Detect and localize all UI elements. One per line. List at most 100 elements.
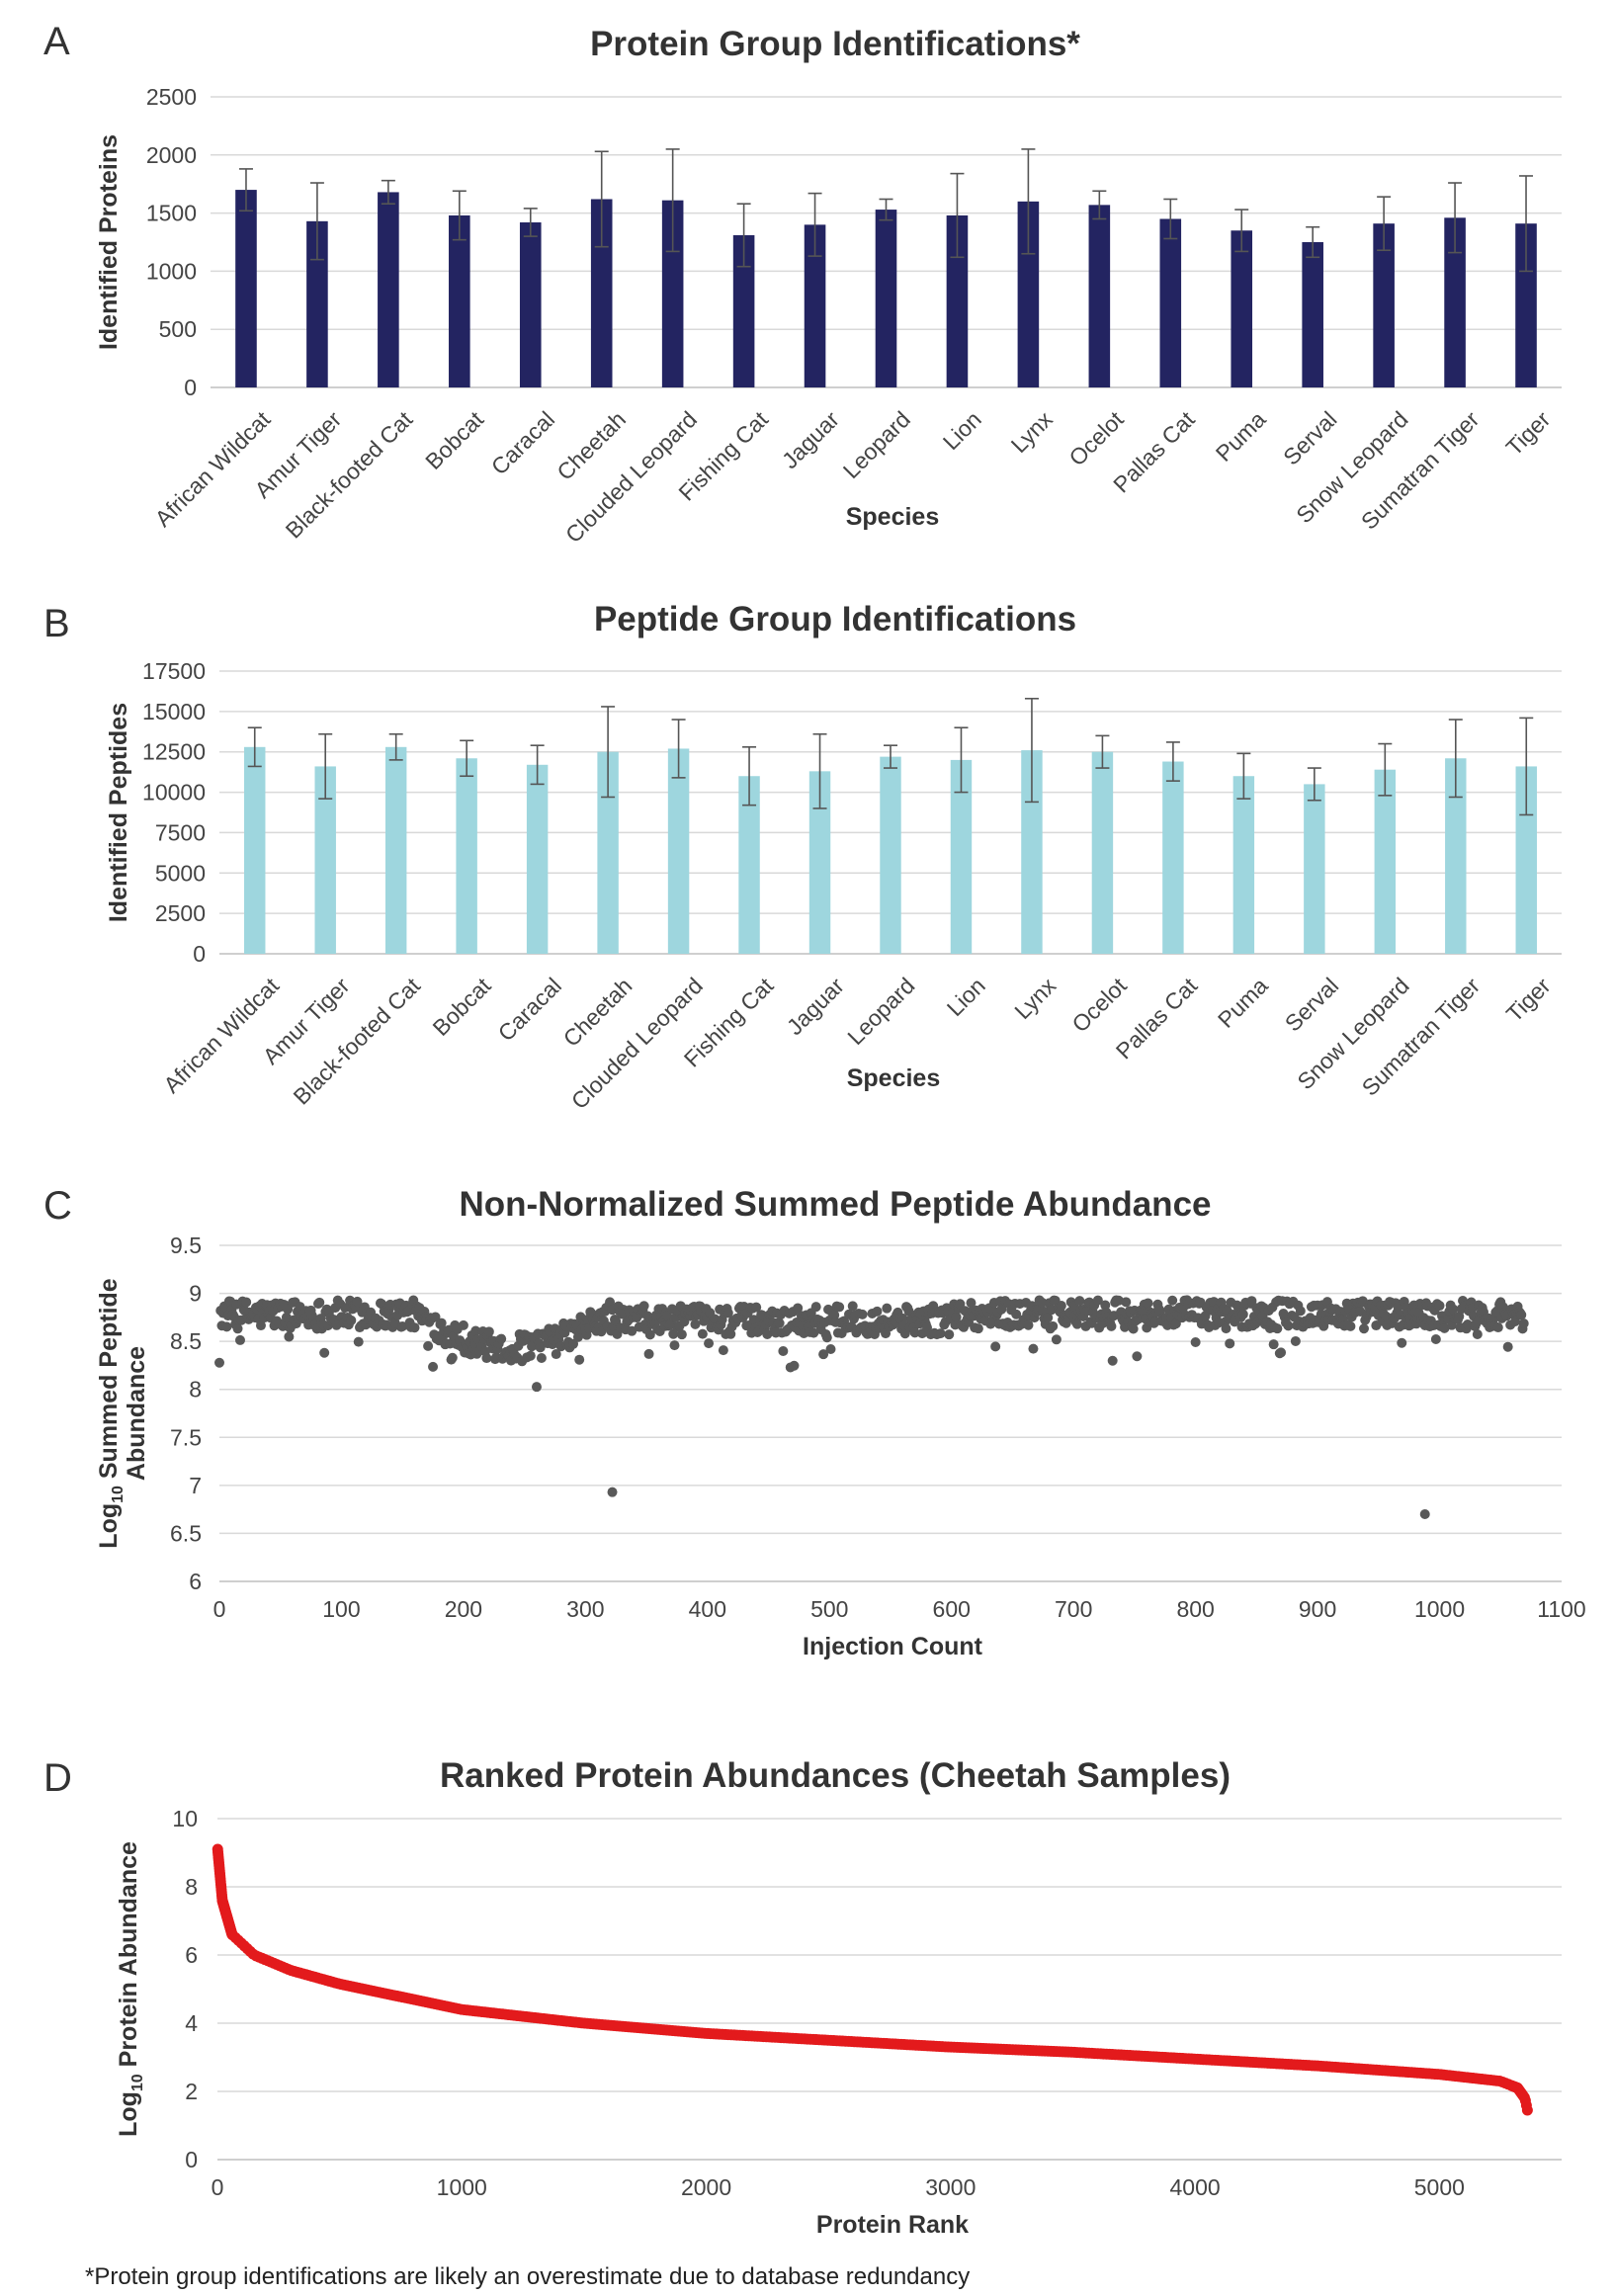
data-point [1434,1301,1445,1312]
data-point [428,1361,439,1372]
x-tick-label: African Wildcat [150,406,276,532]
data-point [762,1328,773,1339]
x-tick-label: Jaguar [777,406,844,473]
data-point [1106,1320,1117,1331]
data-point [669,1340,680,1351]
x-tick-label: Tiger [1501,406,1556,461]
y-tick-label: 9.5 [170,1233,202,1258]
data-point [1430,1334,1441,1345]
bar [456,758,477,954]
data-point [536,1352,547,1363]
data-point [1200,1311,1211,1321]
panel-letter: D [43,1756,72,1800]
bar [808,771,831,954]
peptide-chart: Peptide Group Identifications 0 2500 5000 75… [105,600,1562,1114]
y-tick-label: 2500 [146,84,197,110]
data-point [935,1328,946,1339]
data-point [882,1303,892,1314]
bar [1021,750,1043,954]
data-point [1246,1296,1257,1307]
y-tick-label: 0 [193,941,206,967]
x-tick-label: 500 [810,1596,848,1622]
data-point [725,1328,736,1339]
data-point [605,1297,616,1308]
data-point [1283,1320,1294,1331]
x-tick-label: Lion [938,406,986,455]
y-tick-label: 8 [185,1874,198,1900]
abundance-scatter: Non-Normalized Summed Peptide Abundance 6… [95,1185,1586,1660]
data-point [1472,1328,1483,1339]
x-tick-label: 100 [322,1596,360,1622]
chart-title: Ranked Protein Abundances (Cheetah Sampl… [440,1756,1231,1795]
x-tick-label: 300 [566,1596,604,1622]
y-tick-label: 1000 [146,258,197,284]
data-point [568,1338,579,1349]
x-tick-label: Tiger [1501,973,1556,1027]
data-point [531,1382,542,1393]
data-point [352,1296,363,1307]
data-point [1107,1355,1118,1366]
bar [1017,201,1040,387]
x-tick-label: Ocelot [1066,973,1132,1038]
bar [1088,205,1111,387]
data-point [255,1320,266,1331]
data-point [234,1334,245,1345]
x-tick-label: Bobcat [428,973,496,1041]
data-point [774,1318,785,1328]
y-axis-title-line2: Abundance [123,1346,150,1481]
data-point [903,1306,914,1317]
y-tick-label: 6.5 [170,1520,202,1546]
x-tick-label: Bobcat [420,406,488,474]
data-point [319,1347,330,1358]
x-tick-label: 2000 [681,2174,731,2200]
y-tick-label: 2 [185,2079,198,2104]
x-tick-label: 200 [445,1596,482,1622]
data-point [951,1312,962,1322]
bar [1232,776,1255,954]
data-point [430,1312,441,1322]
data-point [232,1323,243,1334]
bar [738,776,760,954]
data-point [346,1315,357,1325]
data-point [535,1342,546,1353]
x-tick-label: Clouded Leopard [566,973,708,1114]
data-point [1121,1297,1132,1308]
y-tick-label: 10000 [142,780,206,806]
data-point [1132,1351,1143,1362]
x-tick-label: 1100 [1537,1596,1585,1622]
data-point [955,1299,966,1310]
data-point [284,1331,295,1342]
data-point [789,1360,800,1371]
y-tick-label: 15000 [142,699,206,724]
data-point [1011,1309,1022,1319]
data-point [525,1350,536,1361]
chart-title: Non-Normalized Summed Peptide Abundance [459,1185,1211,1224]
y-tick-label: 7 [189,1473,202,1498]
data-point [470,1325,481,1336]
data-point [496,1333,507,1344]
x-tick-label: Leopard [838,406,915,483]
data-point [722,1308,733,1318]
bar [306,220,328,387]
data-point [1295,1306,1306,1317]
x-tick-label: Leopard [842,973,919,1050]
bar [526,764,549,954]
y-tick-label: 2500 [155,900,206,926]
y-tick-label: 4 [185,2010,198,2036]
bar [1445,758,1467,954]
x-tick-label: Lion [942,973,990,1021]
y-tick-label: 10 [172,1806,198,1831]
data-point [1516,1310,1527,1320]
data-point [1381,1311,1392,1321]
y-axis-title-line1: Log10 Summed Peptide [95,1278,127,1548]
data-point [1518,1318,1529,1328]
bar [732,234,755,387]
data-point [1056,1301,1066,1312]
bar [1444,217,1466,387]
data-point [1048,1320,1059,1331]
data-point [778,1346,789,1357]
data-point [1492,1322,1503,1333]
y-tick-label: 6 [189,1569,202,1594]
data-point [818,1349,829,1360]
bar [1302,242,1323,387]
